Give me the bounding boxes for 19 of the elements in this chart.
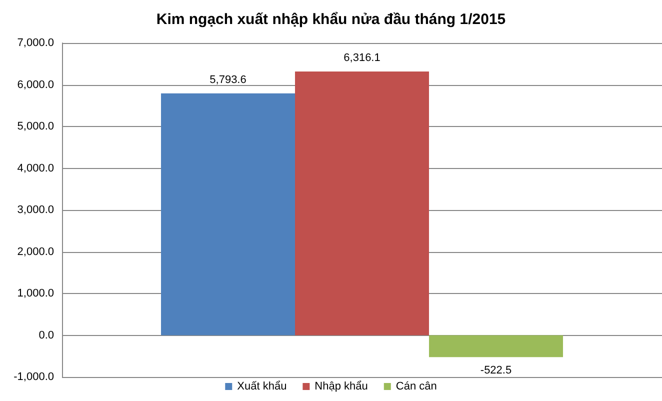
data-label: 5,793.6	[210, 74, 246, 86]
data-label: 6,316.1	[344, 52, 380, 64]
y-tick-label: 0.0	[38, 329, 54, 342]
bar	[161, 93, 295, 336]
legend-label: Xuất khẩu	[237, 380, 287, 392]
legend-label: Cán cân	[396, 380, 437, 392]
y-tick-label: 4,000.0	[17, 162, 54, 174]
y-tick-label: 6,000.0	[17, 78, 54, 91]
y-tick-label: 7,000.0	[17, 37, 54, 49]
y-tick-label: 3,000.0	[17, 204, 54, 216]
chart-title: Kim ngạch xuất nhập khẩu nửa đầu tháng 1/2015	[156, 11, 506, 28]
y-tick-label: -1,000.0	[14, 371, 54, 383]
bar	[429, 335, 563, 358]
data-label: -522.5	[480, 364, 512, 377]
y-tick-label: 2,000.0	[17, 246, 54, 258]
bar	[295, 72, 429, 336]
y-tick-label: 5,000.0	[17, 120, 54, 132]
y-tick-label: 1,000.0	[17, 288, 54, 300]
legend-label: Nhập khẩu	[314, 380, 368, 392]
